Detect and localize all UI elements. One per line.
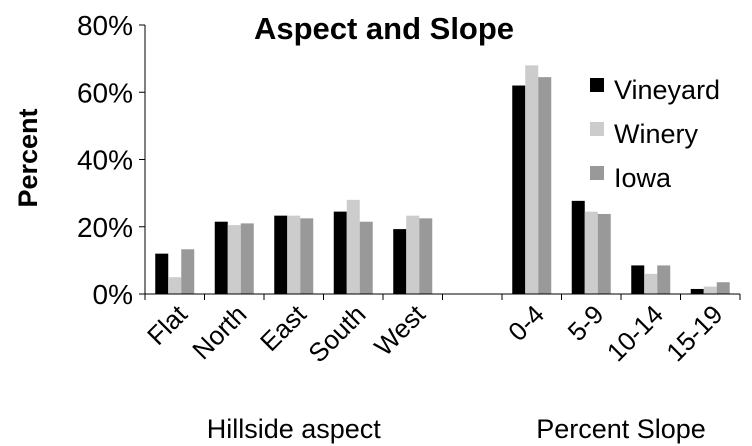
bar-winery-east	[287, 215, 301, 294]
bar-iowa-west	[419, 218, 433, 294]
y-tick-label-80: 80%	[77, 10, 133, 41]
y-tick-label-20: 20%	[77, 212, 133, 243]
legend-swatch-vineyard	[590, 78, 604, 92]
bar-vineyard-south	[333, 211, 347, 294]
x-tick-label-south: South	[302, 299, 371, 368]
bar-vineyard-flat	[155, 253, 169, 294]
bar-winery-5-9	[584, 211, 598, 294]
y-tick-label-0: 0%	[93, 279, 133, 310]
legend-swatch-iowa	[590, 166, 604, 180]
bar-vineyard-west	[393, 229, 407, 294]
y-tick-label-40: 40%	[77, 145, 133, 176]
axes-layer	[144, 25, 741, 300]
x-tick-label-10-14: 10-14	[601, 299, 669, 367]
bar-winery-flat	[168, 277, 182, 294]
legend: Vineyard Winery Iowa	[590, 75, 720, 193]
x-tick-label-west: West	[368, 298, 431, 361]
chart-title: Aspect and Slope	[254, 11, 514, 46]
bar-iowa-5-9	[597, 213, 611, 294]
bar-winery-west	[406, 215, 420, 294]
x-axis-title-hillside-aspect: Hillside aspect	[207, 414, 382, 444]
group-label-layer: Hillside aspect Percent Slope	[207, 414, 706, 444]
legend-swatch-winery	[590, 122, 604, 136]
y-tick-layer: 0% 20% 40% 60% 80%	[77, 10, 145, 310]
bar-winery-10-14	[644, 273, 658, 294]
bar-vineyard-0-4	[512, 85, 526, 295]
y-axis-title: Percent	[13, 108, 43, 207]
bar-iowa-east	[300, 218, 314, 294]
bar-vineyard-10-14	[631, 265, 645, 294]
x-tick-label-15-19: 15-19	[660, 299, 728, 367]
y-tick-label-60: 60%	[77, 77, 133, 108]
bar-winery-0-4	[525, 65, 539, 294]
bar-iowa-north	[240, 223, 254, 294]
x-tick-label-flat: Flat	[141, 298, 193, 350]
bar-iowa-flat	[181, 249, 195, 294]
bar-iowa-10-14	[657, 265, 671, 294]
bar-iowa-15-19	[716, 282, 730, 294]
bar-winery-15-19	[703, 286, 717, 294]
bar-vineyard-east	[274, 215, 288, 294]
bar-vineyard-5-9	[571, 200, 585, 294]
bar-winery-south	[346, 199, 360, 294]
bar-iowa-south	[359, 221, 373, 294]
bar-vineyard-15-19	[690, 288, 704, 294]
legend-label-winery: Winery	[614, 119, 699, 149]
legend-label-vineyard: Vineyard	[614, 75, 720, 105]
x-tick-label-0-4: 0-4	[502, 299, 550, 347]
legend-label-iowa: Iowa	[614, 163, 672, 193]
x-axis-title-percent-slope: Percent Slope	[536, 414, 706, 444]
x-tick-label-north: North	[186, 299, 252, 365]
x-tick-label-5-9: 5-9	[562, 299, 610, 347]
bar-winery-north	[227, 225, 241, 294]
bar-iowa-0-4	[538, 77, 552, 295]
bars-layer	[155, 65, 730, 295]
bar-vineyard-north	[214, 221, 228, 294]
